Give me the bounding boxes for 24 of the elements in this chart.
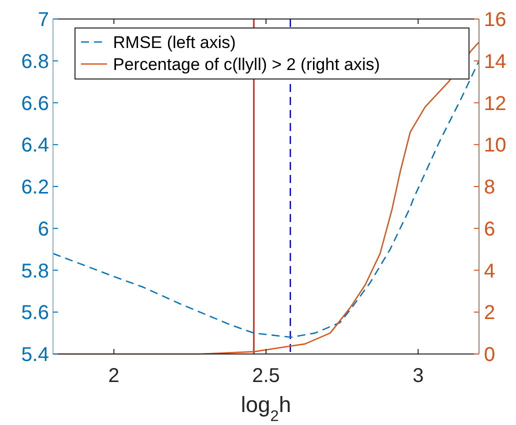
y-tick-label: 5.8 <box>21 260 49 282</box>
y2-tick-label: 4 <box>484 260 496 282</box>
y2-tick-label: 2 <box>484 302 496 324</box>
x-axis-title: log$_{2}$h <box>240 392 292 424</box>
y-tick-label: 5.4 <box>21 344 49 366</box>
y-tick-label: 6 <box>38 218 49 240</box>
y-tick-label: 6.2 <box>21 176 49 198</box>
y2-tick-label: 16 <box>484 9 506 31</box>
y-tick-label: 6.8 <box>21 50 49 73</box>
y2-tick-label: 8 <box>484 176 496 198</box>
y-tick-label: 5.6 <box>21 302 49 324</box>
y2-tick-label: 14 <box>484 50 506 73</box>
y2-tick-label: 10 <box>484 134 506 157</box>
legend-label: Percentage of c(llyll) > 2 (right axis) <box>113 55 380 74</box>
x-tick-label: 2.5 <box>252 365 280 387</box>
y-tick-label: 6.4 <box>21 134 49 157</box>
y2-tick-label: 6 <box>484 218 496 240</box>
y2-tick-label: 0 <box>484 344 496 366</box>
legend-label: RMSE (left axis) <box>113 33 236 52</box>
y-tick-label: 6.6 <box>21 92 49 115</box>
y2-tick-label: 12 <box>484 92 506 115</box>
x-tick-label: 2 <box>108 365 120 387</box>
x-tick-label: 3 <box>412 365 424 387</box>
y-tick-label: 7 <box>38 9 49 31</box>
